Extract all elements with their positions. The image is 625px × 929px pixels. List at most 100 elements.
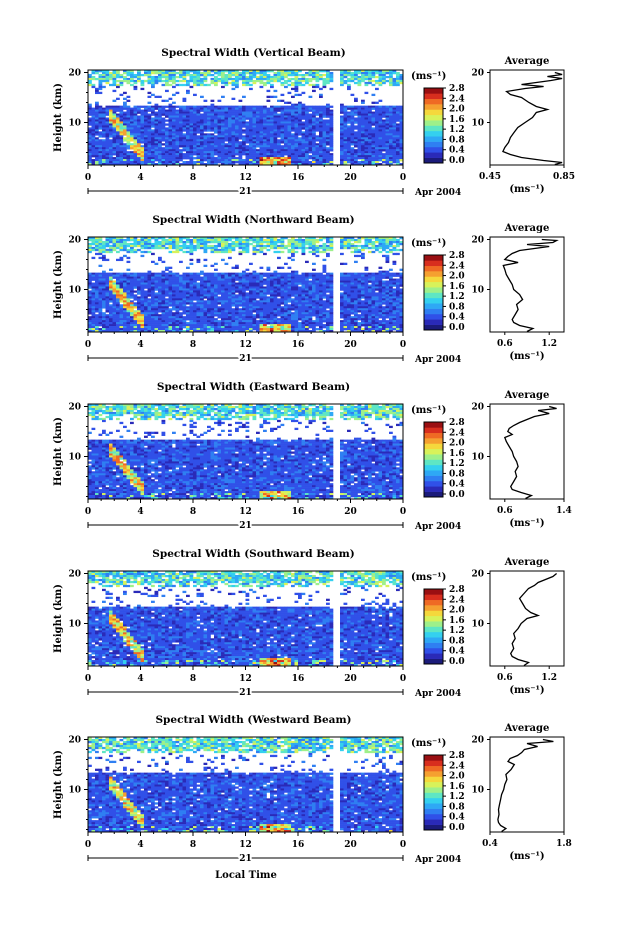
heatmap-cell xyxy=(301,77,306,81)
heatmap-cell xyxy=(259,151,264,154)
heatmap-cell xyxy=(392,290,397,293)
heatmap-cell xyxy=(287,137,292,140)
heatmap-cell xyxy=(228,77,232,81)
heatmap-cell xyxy=(200,107,204,110)
heatmap-cell xyxy=(137,157,141,160)
heatmap-cell xyxy=(284,81,288,85)
heatmap-cell xyxy=(308,276,313,279)
heatmap-cell xyxy=(112,117,117,120)
heatmap-cell xyxy=(214,282,218,285)
heatmap-cell xyxy=(385,290,390,293)
heatmap-cell xyxy=(98,91,103,95)
heatmap-cell xyxy=(343,107,348,110)
heatmap-cell xyxy=(161,237,166,240)
heatmap-cell xyxy=(294,113,299,116)
heatmap-cell xyxy=(217,133,222,136)
heatmap-cell xyxy=(207,163,211,166)
heatmap-cell xyxy=(126,131,131,134)
heatmap-cell xyxy=(392,145,397,148)
heatmap-cell xyxy=(158,161,162,164)
heatmap-cell xyxy=(266,95,271,99)
heatmap-cell xyxy=(88,163,92,166)
heatmap-cell xyxy=(231,294,236,297)
heatmap-cell xyxy=(158,280,162,283)
heatmap-cell xyxy=(368,127,372,130)
heatmap-cell xyxy=(224,292,229,295)
heatmap-cell xyxy=(168,286,173,289)
heatmap-cell xyxy=(91,111,96,114)
heatmap-cell xyxy=(280,107,285,110)
heatmap-cell xyxy=(322,105,327,108)
heatmap-cell xyxy=(277,143,281,146)
heatmap-cell xyxy=(259,266,264,269)
heatmap-cell xyxy=(158,73,162,77)
heatmap-cell xyxy=(196,286,201,289)
heatmap-cell xyxy=(217,159,222,162)
heatmap-cell xyxy=(221,123,225,126)
heatmap-cell xyxy=(378,276,383,279)
heatmap-cell xyxy=(396,71,400,75)
heatmap-cell xyxy=(88,77,92,81)
heatmap-cell xyxy=(294,153,299,156)
heatmap-cell xyxy=(196,119,201,122)
heatmap-cell xyxy=(329,272,334,275)
heatmap-cell xyxy=(182,155,187,158)
heatmap-cell xyxy=(175,125,180,128)
heatmap-cell xyxy=(252,123,257,126)
heatmap-cell xyxy=(105,117,110,120)
heatmap-cell xyxy=(354,133,358,136)
heatmap-cell xyxy=(312,143,316,146)
heatmap-cell xyxy=(151,284,155,287)
heatmap-cell xyxy=(340,107,344,110)
heatmap-cell xyxy=(326,119,330,122)
heatmap-cell xyxy=(347,125,351,128)
heatmap-cell xyxy=(144,237,148,240)
heatmap-cell xyxy=(231,115,236,118)
heatmap-cell xyxy=(126,157,131,160)
heatmap-cell xyxy=(284,71,288,75)
heatmap-cell xyxy=(133,123,138,126)
heatmap-cell xyxy=(315,153,320,156)
heatmap-cell xyxy=(396,286,400,289)
heatmap-cell xyxy=(126,117,131,120)
heatmap-cell xyxy=(186,119,190,122)
heatmap-cell xyxy=(210,288,215,291)
heatmap-cell xyxy=(179,276,183,279)
heatmap-cell xyxy=(98,70,103,73)
heatmap-cell xyxy=(350,282,355,285)
heatmap-cell xyxy=(161,70,166,73)
heatmap-cell xyxy=(354,107,358,110)
heatmap-cell xyxy=(175,153,180,156)
heatmap-cell xyxy=(119,256,124,260)
heatmap-cell xyxy=(140,149,145,152)
heatmap-cell xyxy=(361,101,365,104)
heatmap-cell xyxy=(298,105,302,108)
heatmap-cell xyxy=(315,125,320,128)
heatmap-cell xyxy=(168,113,173,116)
heatmap-cell xyxy=(340,149,344,152)
heatmap-cell xyxy=(368,73,372,77)
heatmap-cell xyxy=(371,117,376,120)
heatmap-cell xyxy=(161,151,166,154)
heatmap-cell xyxy=(263,151,267,154)
heatmap-cell xyxy=(291,107,295,110)
heatmap-cell xyxy=(322,163,327,166)
heatmap-cell xyxy=(137,274,141,277)
heatmap-cell xyxy=(133,133,138,136)
heatmap-cell xyxy=(263,81,267,85)
heatmap-cell xyxy=(133,145,138,148)
heatmap-cell xyxy=(224,246,229,250)
heatmap-cell xyxy=(329,294,334,297)
heatmap-cell xyxy=(112,119,117,122)
heatmap-cell xyxy=(151,79,155,83)
heatmap-cell xyxy=(186,246,190,250)
heatmap-cell xyxy=(189,250,194,254)
heatmap-cell xyxy=(242,288,246,291)
heatmap-cell xyxy=(221,131,225,134)
heatmap-cell xyxy=(389,274,393,277)
heatmap-cell xyxy=(399,274,404,277)
heatmap-cell xyxy=(119,272,124,275)
heatmap-cell xyxy=(242,270,246,273)
heatmap-cell xyxy=(224,129,229,132)
heatmap-cell xyxy=(161,143,166,146)
